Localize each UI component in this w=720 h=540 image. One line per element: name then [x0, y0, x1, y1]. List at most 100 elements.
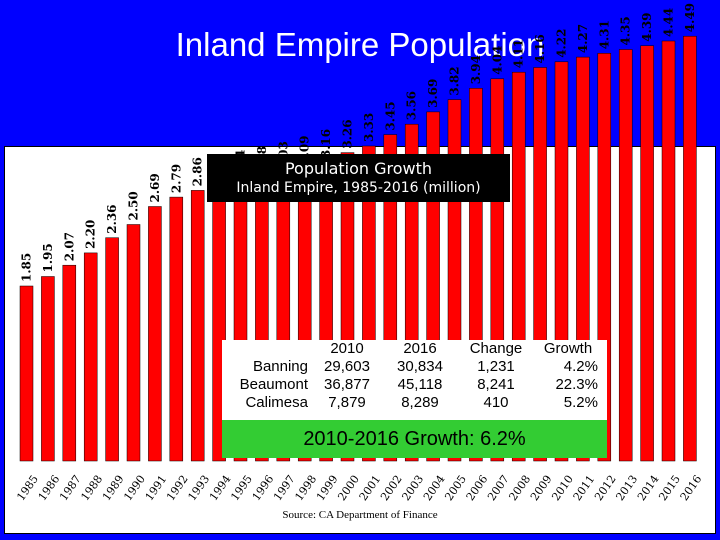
bar-1991 — [148, 206, 162, 462]
table-cell: Beaumont — [239, 376, 308, 393]
table-cell: 7,879 — [328, 394, 366, 411]
x-tick-label: 2012 — [592, 473, 619, 503]
bar-value-label: 2.86 — [191, 157, 205, 186]
x-tick-label: 1999 — [314, 473, 341, 503]
bar-value-label: 4.49 — [683, 3, 697, 32]
table-cell: 36,877 — [324, 376, 370, 393]
slide-title: Inland Empire Population — [175, 26, 545, 63]
bar-value-label: 2.69 — [148, 173, 162, 202]
table-cell: 8,289 — [401, 394, 439, 411]
table-cell: 22.3% — [555, 376, 598, 393]
table-cell: 30,834 — [397, 358, 443, 375]
growth-note: 2010-2016 Growth: 6.2% — [222, 420, 607, 458]
table-cell: 4.2% — [563, 358, 598, 375]
x-tick-label: 1995 — [228, 473, 255, 503]
table-cell: 29,603 — [324, 358, 370, 375]
bar-value-label: 3.56 — [405, 91, 419, 120]
bar-value-label: 4.35 — [619, 16, 633, 45]
table-header-row: 2010 2016 Change Growth — [222, 340, 602, 358]
x-tick-label: 1996 — [250, 473, 277, 503]
bar-value-label: 4.27 — [576, 24, 590, 53]
bar-value-label: 3.26 — [341, 119, 355, 148]
x-tick-label: 1992 — [164, 473, 191, 503]
x-tick-label: 2003 — [399, 473, 426, 503]
x-tick-label: 1990 — [121, 473, 148, 503]
bar-1985 — [19, 285, 34, 462]
table-header-cell — [222, 340, 312, 358]
bar-value-label: 4.11 — [512, 39, 526, 68]
x-tick-label: 2006 — [464, 473, 491, 503]
x-tick-label: 2000 — [335, 473, 362, 503]
bar-value-label: 2.20 — [84, 220, 98, 249]
bar-value-label: 4.44 — [662, 8, 676, 37]
table-row: Beaumont 36,877 45,118 8,241 22.3% — [222, 376, 602, 394]
bar-1992 — [169, 196, 184, 462]
bar-value-label: 1.95 — [41, 243, 55, 272]
bar-1989 — [105, 237, 119, 462]
x-tick-label: 2015 — [656, 473, 683, 503]
bar-value-label: 1.85 — [20, 253, 34, 282]
table-row: Calimesa 7,879 8,289 410 5.2% — [222, 394, 602, 412]
bar-value-label: 3.82 — [448, 66, 462, 95]
table-cell: 8,241 — [477, 376, 515, 393]
city-growth-table: 2010 2016 Change Growth Banning 29,603 3… — [222, 340, 607, 420]
x-tick-label: 1994 — [207, 473, 234, 503]
x-tick-label: 2002 — [378, 473, 405, 503]
bar-value-label: 2.50 — [127, 191, 141, 220]
table-cell: 1,231 — [477, 358, 515, 375]
x-tick-label: 1985 — [14, 473, 41, 503]
x-tick-label: 2001 — [357, 473, 384, 503]
chart-title: Population Growth — [284, 159, 433, 178]
bar-1988 — [83, 252, 98, 462]
bar-value-label: 4.22 — [555, 29, 569, 58]
table-header-cell: Growth — [543, 340, 593, 357]
bar-value-label: 2.79 — [169, 164, 183, 193]
bar-value-label: 4.16 — [533, 34, 547, 63]
table-cell: 5.2% — [563, 394, 598, 411]
bar-1993 — [190, 190, 205, 462]
source-note: Source: CA Department of Finance — [282, 509, 438, 521]
table-header-cell: 2010 — [330, 340, 364, 357]
bar-value-label: 3.94 — [469, 55, 483, 84]
bar-1986 — [41, 276, 55, 462]
bar-1987 — [62, 264, 77, 462]
table-row: Banning 29,603 30,834 1,231 4.2% — [222, 358, 602, 376]
table-cell: Calimesa — [245, 394, 308, 411]
x-tick-label: 1991 — [143, 473, 170, 503]
chart-subtitle: Inland Empire, 1985-2016 (million) — [236, 180, 481, 196]
bar-value-label: 3.69 — [426, 79, 440, 108]
x-tick-label: 2014 — [635, 473, 662, 503]
bar-value-label: 4.39 — [640, 12, 654, 41]
bar-value-label: 4.04 — [490, 46, 504, 75]
bar-2013 — [618, 49, 633, 462]
table-header-cell: Change — [469, 340, 523, 357]
bar-2016 — [683, 35, 697, 462]
x-tick-label: 2016 — [678, 473, 705, 503]
x-tick-label: 1998 — [292, 473, 319, 503]
x-tick-label: 2005 — [442, 473, 469, 503]
bar-2014 — [640, 45, 654, 462]
x-tick-label: 1987 — [57, 473, 84, 503]
bar-value-label: 2.07 — [62, 232, 76, 261]
x-tick-label: 2008 — [506, 473, 533, 503]
bar-1990 — [126, 224, 141, 462]
x-tick-label: 2007 — [485, 473, 512, 503]
x-tick-label: 2013 — [613, 473, 640, 503]
table-cell: 45,118 — [397, 376, 443, 393]
x-tick-label: 2004 — [421, 473, 448, 503]
chart-title-box: Population Growth Inland Empire, 1985-20… — [207, 154, 510, 202]
table-header-cell: 2016 — [403, 340, 437, 357]
bar-value-label: 3.33 — [362, 113, 376, 142]
x-tick-label: 1988 — [78, 473, 105, 503]
x-tick-label: 2010 — [549, 473, 576, 503]
bar-2015 — [661, 40, 676, 462]
table-cell: Banning — [252, 358, 308, 375]
x-tick-label: 1993 — [185, 473, 212, 503]
bar-value-label: 2.36 — [105, 204, 119, 233]
x-tick-label: 2009 — [528, 473, 555, 503]
bar-value-label: 3.16 — [319, 129, 333, 158]
x-tick-label: 1986 — [36, 473, 63, 503]
table-cell: 410 — [483, 394, 509, 411]
x-tick-label: 2011 — [571, 473, 598, 503]
